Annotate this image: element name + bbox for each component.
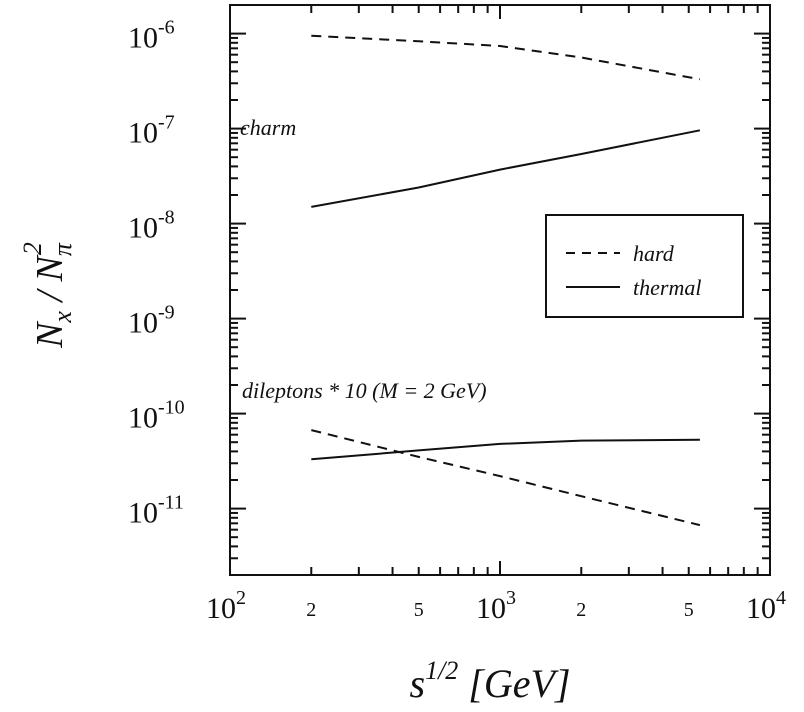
annotation-charm: charm	[240, 115, 296, 140]
series	[311, 34, 701, 527]
x-minor-label: 2	[576, 599, 586, 621]
legend-label-hard: hard	[633, 241, 675, 266]
y-tick-label: 10-10	[128, 397, 185, 435]
x-tick-label: 103	[476, 587, 516, 625]
legend-box	[545, 214, 744, 318]
series-dileptons-thermal	[311, 438, 700, 461]
y-tick-label: 10-8	[128, 207, 175, 245]
y-tick-label: 10-11	[128, 492, 184, 530]
y-tick-label: 10-6	[128, 17, 175, 55]
series-charm-thermal	[311, 129, 701, 208]
legend-label-thermal: thermal	[633, 275, 701, 300]
series-charm-hard	[311, 34, 701, 81]
x-tick-label: 102	[206, 587, 246, 625]
y-tick-label: 10-7	[128, 112, 175, 150]
x-axis-title: s1/2 [GeV]	[409, 656, 570, 706]
series-dileptons-hard	[311, 429, 701, 527]
ticks: 102 103 104 2 5 2 5 10-6 10-7 10-8 10-9 10-10 10-11	[128, 4, 786, 625]
x-minor-label: 2	[306, 599, 316, 621]
x-minor-label: 5	[414, 599, 424, 621]
svg-text:Nx / Nπ2: Nx / Nπ2	[18, 242, 77, 349]
svg-text:s1/2 [GeV]: s1/2 [GeV]	[409, 656, 570, 706]
y-tick-label: 10-9	[128, 302, 175, 340]
annotation-dileptons: dileptons * 10 (M = 2 GeV)	[242, 378, 487, 403]
y-axis-title: Nx / Nπ2	[18, 242, 77, 349]
x-minor-label: 5	[684, 599, 694, 621]
x-tick-label: 104	[746, 587, 786, 625]
legend: hard thermal	[545, 214, 744, 318]
